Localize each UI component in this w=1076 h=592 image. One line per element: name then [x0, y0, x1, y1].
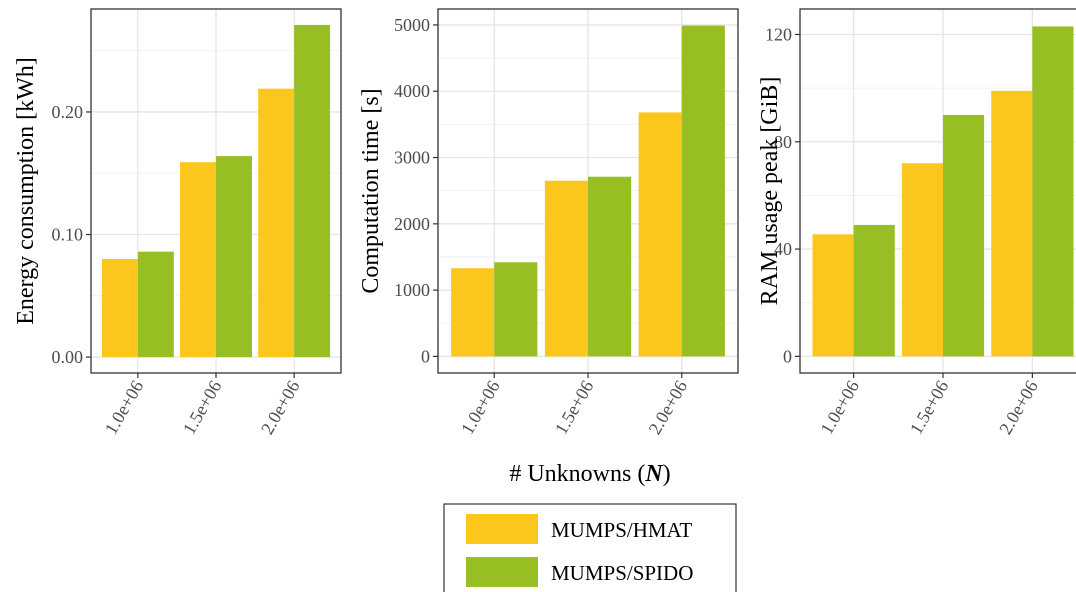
x-tick-label: 1.0e+06 — [816, 377, 863, 438]
bar-spido-energy-1 — [216, 156, 252, 358]
x-tick-label: 1.0e+06 — [101, 377, 148, 438]
x-tick-label: 1.0e+06 — [457, 377, 504, 438]
y-tick-label: 40 — [774, 239, 792, 259]
y-axis-title-ram: RAM usage peak [GiB] — [757, 77, 783, 306]
shared-x-axis-title: # Unknowns (N) — [509, 461, 670, 487]
y-tick-label: 120 — [765, 24, 792, 44]
x-tick-label: 2.0e+06 — [995, 377, 1042, 438]
bar-hmat-energy-2 — [258, 88, 295, 358]
y-tick-label: 0.20 — [52, 102, 84, 122]
bar-spido-ram-1 — [943, 114, 985, 357]
bar-spido-energy-0 — [137, 251, 174, 358]
y-tick-label: 1000 — [394, 280, 430, 300]
bar-spido-energy-2 — [294, 24, 331, 358]
bar-spido-time-0 — [494, 262, 538, 357]
x-axis-title-suffix: ) — [663, 461, 671, 487]
legend-label-hmat: MUMPS/HMAT — [551, 518, 692, 542]
legend: MUMPS/HMAT MUMPS/SPIDO — [443, 503, 737, 592]
chart-panels: 0.00 0.10 0.20 1.0e+06 1.5e+06 2.0e+06 Energy … — [13, 8, 1076, 438]
x-axis-title-prefix: # Unknowns ( — [509, 461, 645, 487]
bar-spido-ram-2 — [1032, 26, 1074, 357]
y-tick-label: 0 — [421, 346, 430, 366]
bar-hmat-energy-1 — [180, 162, 216, 358]
bar-spido-ram-0 — [853, 224, 895, 357]
bar-hmat-ram-2 — [991, 90, 1033, 357]
x-tick-label: 1.5e+06 — [179, 377, 226, 438]
x-tick-label: 2.0e+06 — [257, 377, 304, 438]
y-tick-label: 3000 — [394, 148, 430, 168]
y-tick-label: 0 — [783, 346, 792, 366]
y-tick-label: 2000 — [394, 214, 430, 234]
y-axis-title-energy: Energy consumption [kWh] — [13, 57, 39, 325]
y-axis-title-time: Computation time [s] — [358, 88, 384, 293]
y-tick-label: 0.00 — [52, 347, 84, 367]
y-tick-label: 80 — [774, 132, 792, 152]
bar-hmat-ram-0 — [812, 234, 854, 357]
legend-label-spido: MUMPS/SPIDO — [551, 561, 693, 585]
bar-hmat-time-2 — [638, 112, 682, 357]
x-tick-label: 2.0e+06 — [645, 377, 692, 438]
legend-swatch-spido — [466, 557, 538, 587]
bar-hmat-time-1 — [544, 180, 588, 357]
legend-swatch-hmat — [466, 514, 538, 544]
y-tick-label: 4000 — [394, 81, 430, 101]
bar-spido-time-1 — [588, 176, 632, 357]
x-axis-title-symbol: N — [644, 461, 664, 487]
y-tick-label: 0.10 — [52, 225, 84, 245]
x-tick-label: 1.5e+06 — [551, 377, 598, 438]
bar-spido-time-2 — [681, 25, 725, 357]
x-tick-label: 1.5e+06 — [906, 377, 953, 438]
panel-energy: 0.00 0.10 0.20 1.0e+06 1.5e+06 2.0e+06 Energy … — [13, 8, 342, 438]
panel-ram: 0 40 80 120 1.0e+06 1.5e+06 2.0e+06 RAM usage p… — [757, 8, 1076, 438]
bar-hmat-ram-1 — [901, 163, 943, 357]
panel-time: 0 1000 2000 3000 4000 5000 1.0e+06 1.5e+06 2.0e+… — [358, 8, 739, 438]
y-tick-label: 5000 — [394, 15, 430, 35]
bar-hmat-energy-0 — [101, 259, 138, 358]
bar-hmat-time-0 — [451, 268, 495, 357]
